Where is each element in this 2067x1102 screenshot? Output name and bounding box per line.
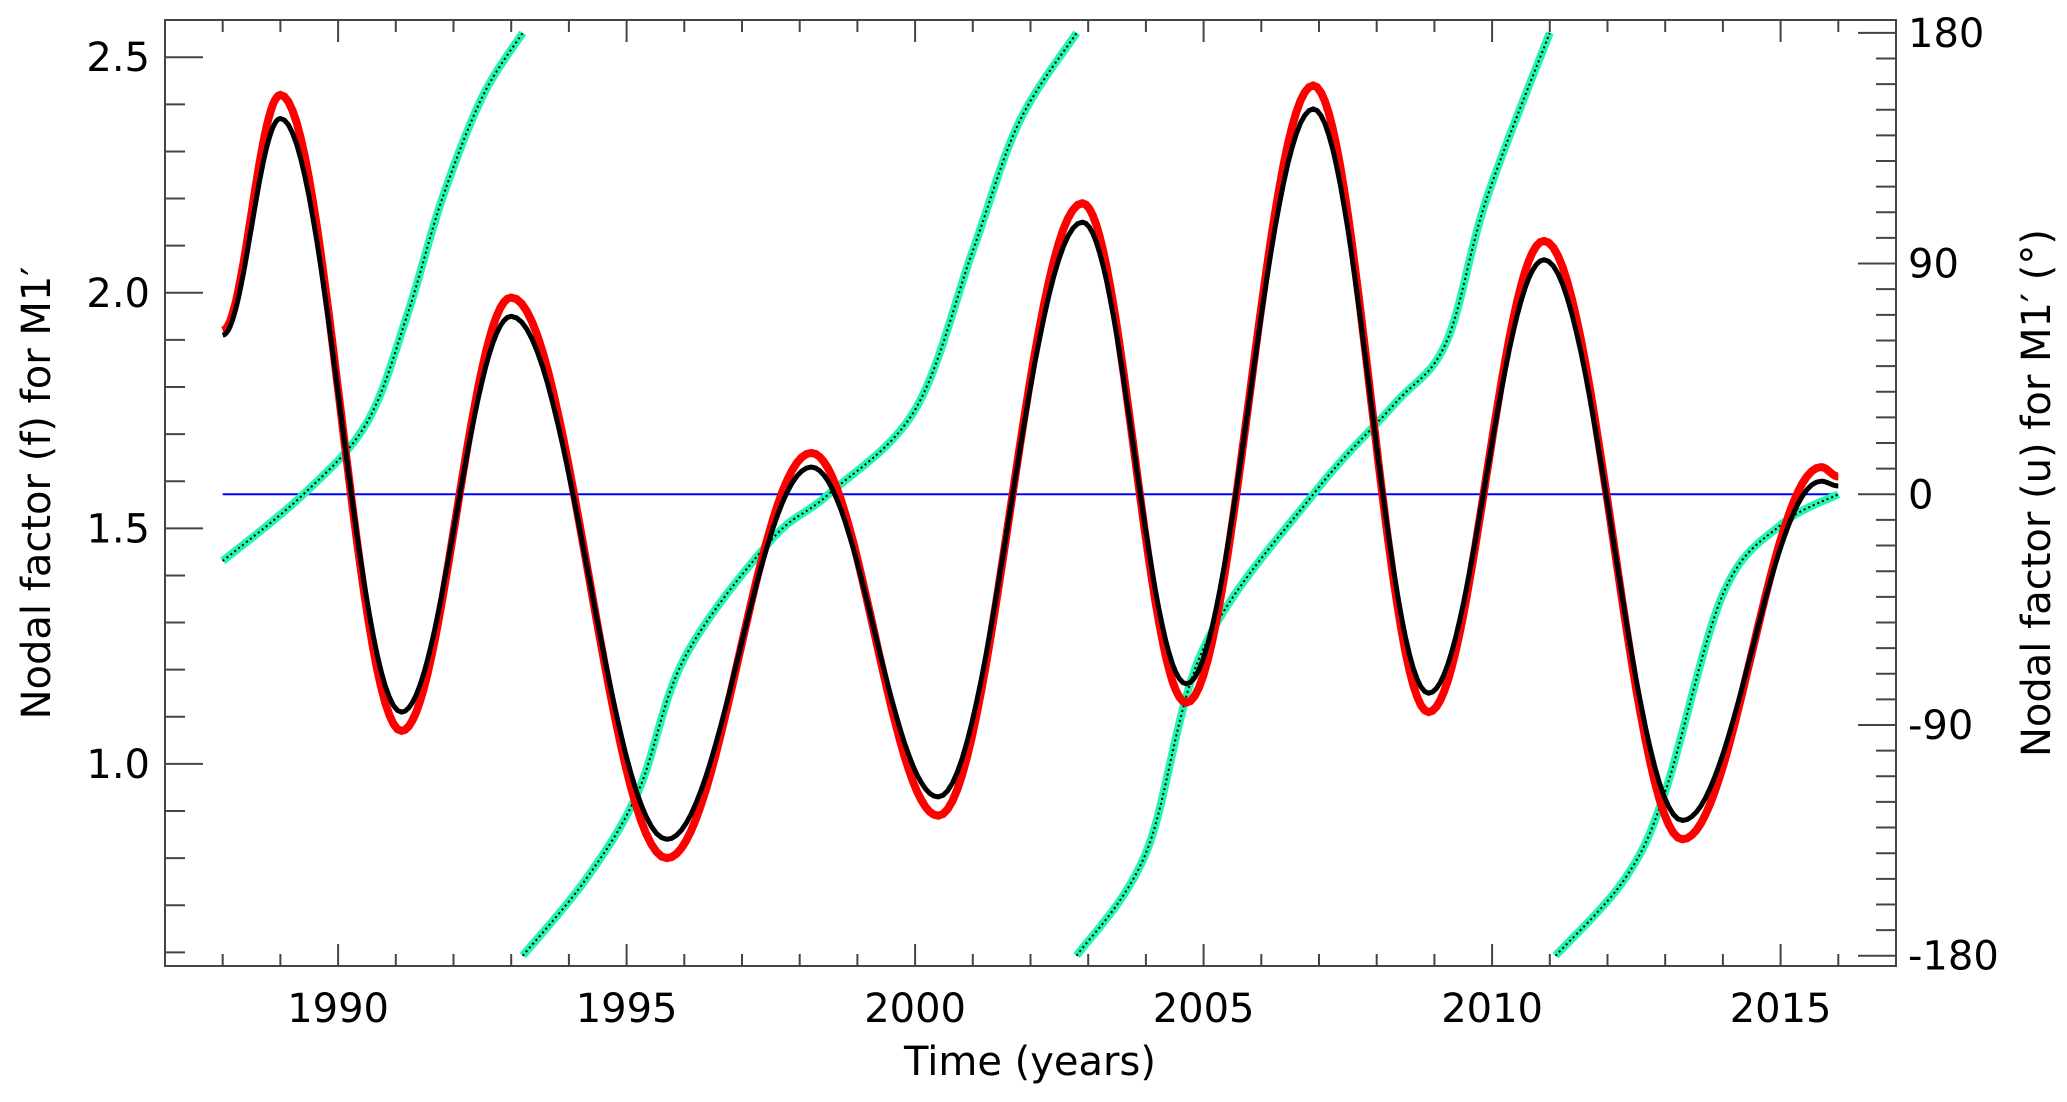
x-tick-label: 1995 [576, 986, 678, 1032]
x-axis-title: Time (years) [903, 1039, 1156, 1085]
plot-frame [164, 19, 1897, 967]
phase-u-green-segment-3 [1552, 490, 1841, 959]
y-right-tick-label: -180 [1908, 934, 1999, 980]
y-axis-left-title: Nodal factor (f) for M1′ [14, 267, 60, 720]
y-axis-right-title: Nodal factor (u) for M1′ (°) [2014, 229, 2060, 757]
y-right-tick-label: -90 [1908, 703, 1973, 749]
y-left-tick-label: 2.0 [86, 271, 150, 317]
x-tick-label: 2005 [1153, 986, 1255, 1032]
x-tick-label: 2010 [1441, 986, 1543, 1032]
x-tick-label: 1990 [287, 986, 389, 1032]
y-left-tick-label: 1.0 [86, 742, 150, 788]
y-left-tick-label: 2.5 [86, 35, 150, 81]
phase-u-green-segment-2 [1073, 31, 1554, 959]
phase-u-black-segment-3 [1554, 493, 1839, 957]
y-right-tick-label: 180 [1908, 11, 1984, 57]
phase-u-black-segment-0 [222, 32, 524, 562]
f-black-line [221, 106, 1839, 842]
y-right-tick-label: 90 [1908, 242, 1959, 288]
y-left-tick-label: 1.5 [86, 506, 150, 552]
phase-u-green-segment-1 [519, 30, 1081, 959]
y-right-tick-label: 0 [1908, 472, 1933, 518]
x-tick-label: 2000 [864, 986, 966, 1032]
x-tick-label: 2015 [1730, 986, 1832, 1032]
